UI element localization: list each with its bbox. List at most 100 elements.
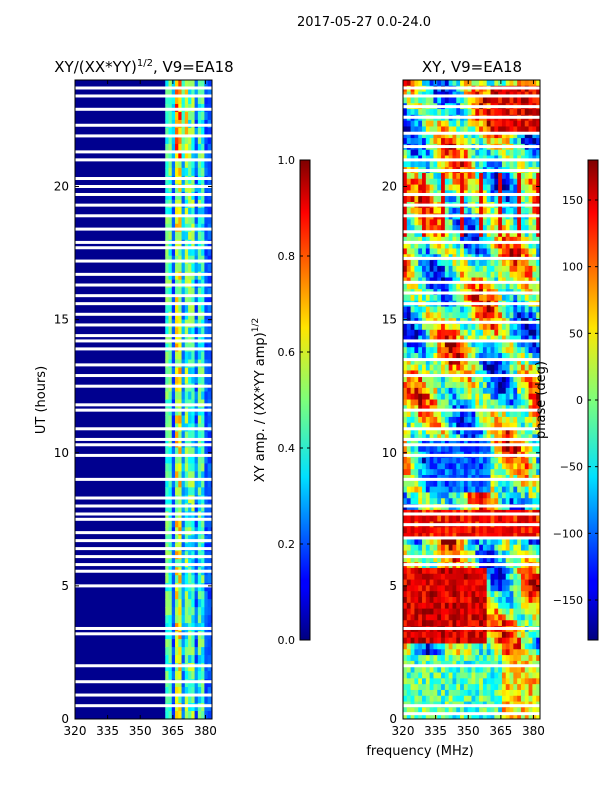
heatmap-cell <box>524 149 530 157</box>
heatmap-cell <box>498 207 503 215</box>
heatmap-cell <box>528 515 533 522</box>
heatmap-cell <box>414 283 419 290</box>
heatmap-cell <box>406 666 412 674</box>
heatmap-cell <box>490 492 495 499</box>
heatmap-cell <box>482 138 488 145</box>
heatmap-cell <box>517 591 522 598</box>
heatmap-cell <box>418 579 423 586</box>
heatmap-cell <box>520 225 526 232</box>
heatmap-cell <box>490 207 495 215</box>
heatmap-cell <box>406 248 412 255</box>
heatmap-cell <box>498 149 503 157</box>
heatmap-cell <box>418 445 423 453</box>
heatmap-cell <box>422 515 427 522</box>
heatmap-cell <box>422 196 427 203</box>
heatmap-cell <box>501 323 507 331</box>
heatmap-cell <box>532 109 537 116</box>
heatmap-cell <box>532 579 537 586</box>
heatmap-cell <box>498 527 503 534</box>
heatmap-cell <box>448 649 453 656</box>
heatmap-cell <box>467 585 472 592</box>
heatmap-cell <box>520 277 526 284</box>
heatmap-cell <box>471 387 476 395</box>
heatmap-cell <box>406 120 412 127</box>
heatmap-cell <box>452 126 457 133</box>
heatmap-cell <box>197 503 202 512</box>
heatmap-cell <box>422 138 427 145</box>
heatmap-cell <box>482 631 488 639</box>
heatmap-cell <box>494 329 499 337</box>
heatmap-cell <box>528 196 533 203</box>
heatmap-cell <box>460 207 465 215</box>
heatmap-cell <box>191 639 196 648</box>
heatmap-cell <box>422 231 427 238</box>
heatmap-cell <box>494 196 499 203</box>
heatmap-cell <box>498 573 503 581</box>
heatmap-cell <box>197 143 202 153</box>
heatmap-cell <box>456 341 461 348</box>
heatmap-cell <box>188 287 192 297</box>
heatmap-cell <box>171 391 176 400</box>
heatmap-cell <box>463 405 469 412</box>
heatmap-cell <box>486 428 492 435</box>
heatmap-cell <box>517 556 522 563</box>
data-gap <box>75 158 212 162</box>
heatmap-cell <box>513 538 518 546</box>
heatmap-cell <box>448 434 453 441</box>
heatmap-cell <box>418 457 423 464</box>
heatmap-cell <box>168 271 173 281</box>
heatmap-cell <box>505 283 511 290</box>
heatmap-cell <box>513 207 518 215</box>
heatmap-cell <box>448 527 453 534</box>
heatmap-cell <box>444 591 450 598</box>
heatmap-cell <box>467 422 472 430</box>
heatmap-cell <box>479 231 484 238</box>
heatmap-cell <box>441 306 446 313</box>
heatmap-cell <box>479 608 484 615</box>
heatmap-cell <box>463 579 469 586</box>
heatmap-cell <box>494 364 499 371</box>
heatmap-cell <box>210 207 212 217</box>
heatmap-cell <box>425 260 431 267</box>
heatmap-cell <box>429 422 434 430</box>
heatmap-cell <box>414 370 419 377</box>
heatmap-cell <box>532 341 537 348</box>
heatmap-cell <box>201 607 205 616</box>
heatmap-cell <box>204 271 209 281</box>
heatmap-cell <box>210 431 212 440</box>
heatmap-cell <box>178 183 183 193</box>
heatmap-cell <box>414 312 419 319</box>
heatmap-cell <box>165 503 170 512</box>
heatmap-cell <box>188 703 192 712</box>
heatmap-cell <box>482 405 488 412</box>
heatmap-cell <box>406 573 412 581</box>
heatmap-cell <box>410 172 415 180</box>
heatmap-cell <box>204 167 209 177</box>
data-gap <box>75 427 212 431</box>
heatmap-cell <box>410 294 415 302</box>
heatmap-cell <box>403 463 408 470</box>
heatmap-cell <box>165 455 170 464</box>
heatmap-cell <box>410 196 415 203</box>
heatmap-cell <box>456 97 461 104</box>
heatmap-cell <box>418 631 423 639</box>
heatmap-cell <box>452 660 457 668</box>
heatmap-cell <box>422 620 427 627</box>
heatmap-cell <box>532 231 537 238</box>
heatmap-cell <box>194 247 199 257</box>
heatmap-cell <box>524 544 530 552</box>
heatmap-cell <box>171 127 176 137</box>
heatmap-cell <box>452 161 457 168</box>
heatmap-cell <box>520 149 526 157</box>
heatmap-cell <box>498 358 503 366</box>
heatmap-cell <box>429 637 434 644</box>
heatmap-cell <box>425 126 431 133</box>
heatmap-cell <box>471 184 476 191</box>
heatmap-cell <box>414 277 419 284</box>
data-gap <box>75 408 212 412</box>
heatmap-cell <box>210 231 212 241</box>
heatmap-cell <box>429 538 434 546</box>
heatmap-cell <box>448 265 453 273</box>
heatmap-cell <box>425 533 431 540</box>
heatmap-cell <box>456 567 461 575</box>
